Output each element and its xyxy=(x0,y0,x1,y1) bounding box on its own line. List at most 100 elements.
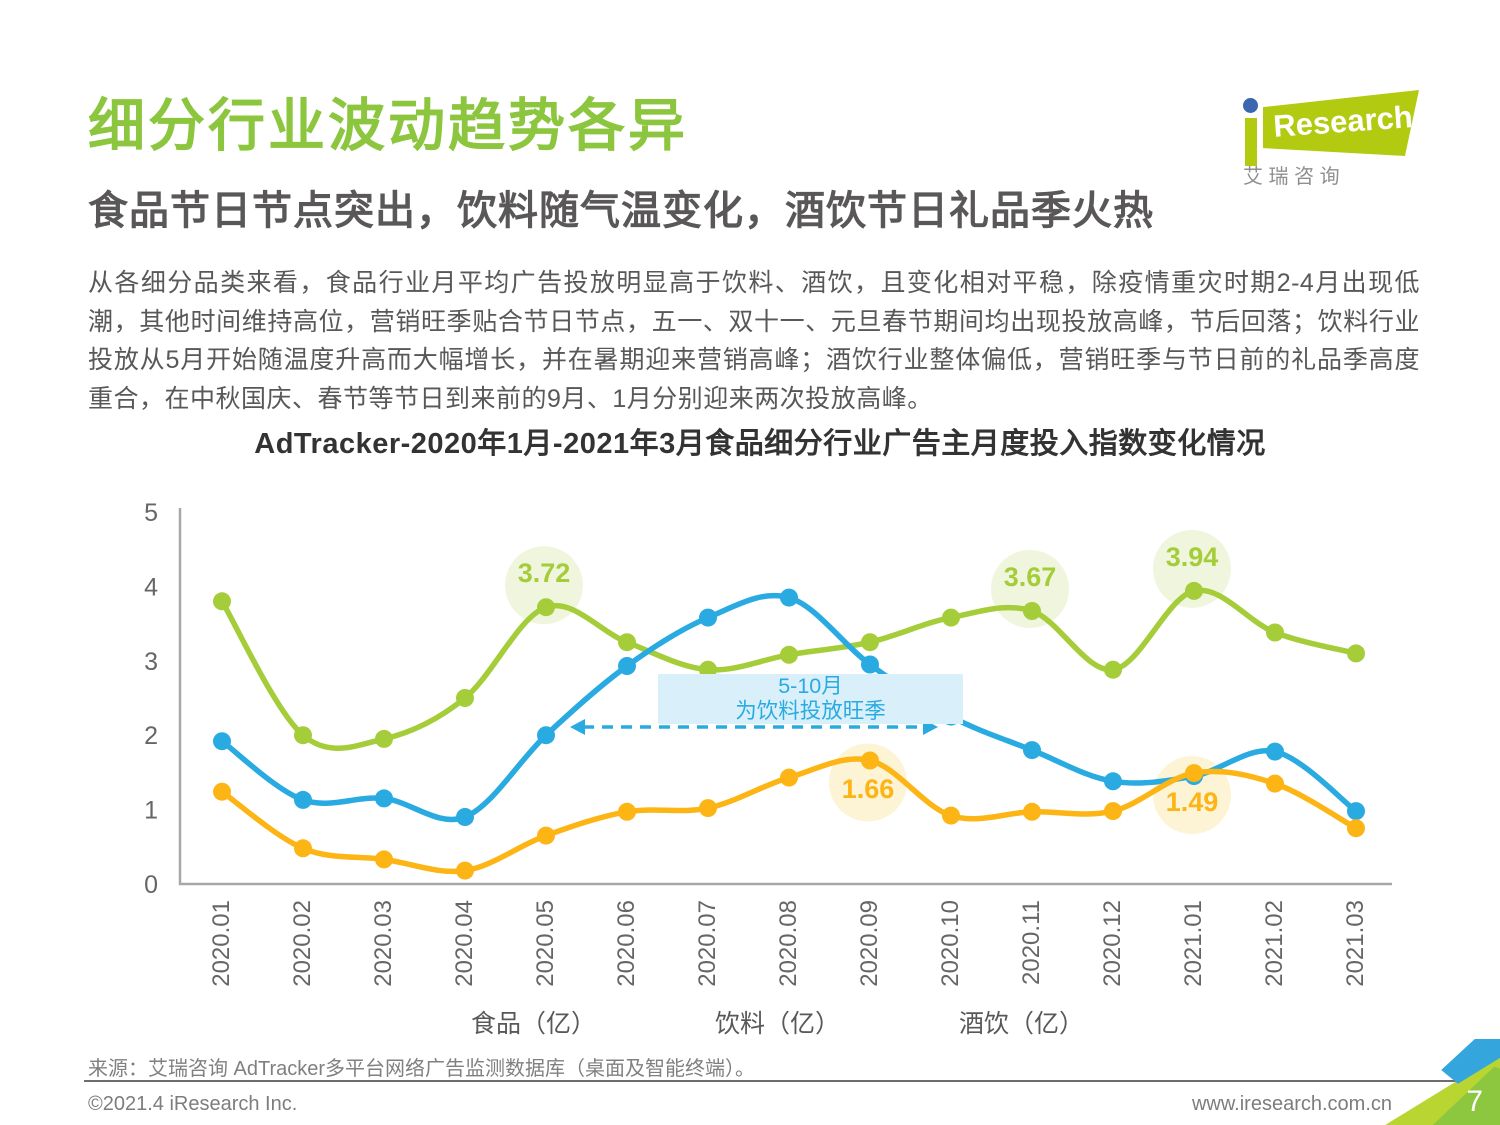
food-point-2020.05 xyxy=(537,598,555,617)
alcohol-point-2020.01 xyxy=(213,782,231,801)
intro-paragraph: 从各细分品类来看，食品行业月平均广告投放明显高于饮料、酒饮，且变化相对平稳，除疫… xyxy=(88,269,1420,413)
chart-legend: 食品（亿） 饮料（亿） 酒饮（亿） xyxy=(0,1004,1500,1040)
alcohol-point-2020.09 xyxy=(861,751,879,770)
x-tick-2020.05: 2020.05 xyxy=(532,900,559,987)
logo-i-stem-icon xyxy=(1245,118,1257,166)
food-point-2020.06 xyxy=(618,633,636,652)
food-point-2020.10 xyxy=(942,608,960,627)
drink-point-2020.01 xyxy=(213,732,231,751)
food-point-2021.03 xyxy=(1347,644,1365,663)
alcohol-point-2020.11 xyxy=(1023,802,1041,821)
food-point-2020.11 xyxy=(1023,602,1041,620)
alcohol-label-circle xyxy=(829,743,907,822)
drink-point-2020.02 xyxy=(294,790,312,809)
food-point-2021.01 xyxy=(1185,581,1203,600)
food-value-label-3.72: 3.72 xyxy=(517,558,571,589)
alcohol-point-2020.08 xyxy=(780,768,798,787)
food-point-2020.01 xyxy=(213,592,231,611)
y-tick-4: 4 xyxy=(144,573,158,601)
beverage-peak-season-note: 5-10月 为饮料投放旺季 xyxy=(658,674,963,724)
alcohol-point-2020.07 xyxy=(699,799,717,818)
x-tick-2020.04: 2020.04 xyxy=(451,900,478,987)
x-tick-2020.10: 2020.10 xyxy=(937,900,964,987)
drink-point-2021.02 xyxy=(1266,742,1284,761)
food-value-label-3.67: 3.67 xyxy=(1003,561,1057,592)
chart-title: AdTracker-2020年1月-2021年3月食品细分行业广告主月度投入指数… xyxy=(254,428,1266,460)
food-value-label-3.94: 3.94 xyxy=(1165,541,1219,572)
y-tick-5: 5 xyxy=(144,499,158,527)
food-label-circle xyxy=(1153,529,1231,608)
food-point-2020.08 xyxy=(780,645,798,664)
alcohol-value-label-1.49: 1.49 xyxy=(1165,787,1219,818)
legend-label-food: 食品（亿） xyxy=(470,1010,596,1038)
y-tick-3: 3 xyxy=(144,648,158,676)
x-tick-2021.01: 2021.01 xyxy=(1180,900,1207,987)
alcohol-value-label-1.66: 1.66 xyxy=(841,774,895,805)
food-point-2020.09 xyxy=(861,633,879,652)
alcohol-point-2021.02 xyxy=(1266,774,1284,793)
y-tick-0: 0 xyxy=(144,871,158,899)
alcohol-label-circle xyxy=(1153,756,1231,835)
x-tick-2020.12: 2020.12 xyxy=(1099,900,1126,987)
alcohol-point-2020.04 xyxy=(456,861,474,880)
x-tick-2020.11: 2020.11 xyxy=(1018,900,1045,985)
website-url: www.iresearch.com.cn xyxy=(1191,1093,1392,1115)
page-number: 7 xyxy=(1466,1085,1483,1118)
alcohol-point-2020.03 xyxy=(375,850,393,869)
x-tick-2020.01: 2020.01 xyxy=(208,900,235,987)
copyright: ©2021.4 iResearch Inc. xyxy=(88,1093,298,1115)
note-line1: 5-10月 xyxy=(778,674,843,698)
alcohol-point-2020.02 xyxy=(294,839,312,858)
logo-chinese-name: 艾 瑞 咨 询 xyxy=(1243,166,1340,188)
food-series-line xyxy=(219,587,1359,751)
drink-point-2021.03 xyxy=(1347,802,1365,821)
drink-point-2020.08 xyxy=(780,588,798,607)
y-tick-1: 1 xyxy=(144,797,158,825)
x-tick-2020.09: 2020.09 xyxy=(856,900,883,987)
axes xyxy=(178,508,1392,886)
page-title: 细分行业波动趋势各异 xyxy=(88,94,688,158)
food-point-2020.12 xyxy=(1104,660,1122,679)
x-tick-2020.03: 2020.03 xyxy=(370,900,397,987)
drink-point-2020.09 xyxy=(861,655,879,674)
drink-point-2020.04 xyxy=(456,808,474,826)
drink-point-2020.05 xyxy=(537,726,555,745)
line-chart: 0 1 2 3 4 5 xyxy=(144,499,1392,899)
legend-item-food: 食品（亿） xyxy=(416,1004,596,1040)
x-tick-2021.02: 2021.02 xyxy=(1261,900,1288,987)
food-point-2021.02 xyxy=(1266,623,1284,642)
x-tick-2020.07: 2020.07 xyxy=(694,900,721,987)
logo-brand-text: Research xyxy=(1272,99,1414,144)
alcohol-line-icon xyxy=(904,1019,950,1025)
drink-point-2020.06 xyxy=(618,657,636,675)
logo-flag-icon: Research xyxy=(1263,90,1419,156)
x-tick-2020.06: 2020.06 xyxy=(613,900,640,987)
alcohol-point-2020.10 xyxy=(942,806,960,825)
food-point-2020.03 xyxy=(375,729,393,748)
page-subtitle: 食品节日节点突出，饮料随气温变化，酒饮节日礼品季火热 xyxy=(88,189,1154,233)
drink-point-2020.11 xyxy=(1023,741,1041,760)
food-point-2020.04 xyxy=(456,689,474,707)
alcohol-point-2021.01 xyxy=(1185,764,1203,783)
alcohol-point-2021.03 xyxy=(1347,819,1365,838)
legend-label-alcohol: 酒饮（亿） xyxy=(959,1010,1085,1038)
data-source: 来源：艾瑞咨询 AdTracker多平台网络广告监测数据库（桌面及智能终端）。 xyxy=(88,1058,756,1080)
corner-decoration xyxy=(1360,1039,1500,1125)
drink-point-2020.03 xyxy=(375,789,393,808)
food-line-icon xyxy=(416,1019,462,1025)
legend-item-drink: 饮料（亿） xyxy=(660,1004,840,1040)
note-line2: 为饮料投放旺季 xyxy=(735,699,886,723)
logo-i-dot-icon xyxy=(1243,98,1258,113)
legend-item-alcohol: 酒饮（亿） xyxy=(904,1004,1084,1040)
drink-line-icon xyxy=(660,1019,706,1025)
legend-label-drink: 饮料（亿） xyxy=(714,1010,840,1038)
footer-divider xyxy=(84,1080,1476,1082)
season-arrow-left-head xyxy=(570,719,585,736)
drink-point-2020.12 xyxy=(1104,772,1122,791)
x-tick-2021.03: 2021.03 xyxy=(1342,900,1369,987)
food-point-2020.02 xyxy=(294,726,312,745)
alcohol-point-2020.06 xyxy=(618,802,636,821)
iresearch-logo: Research 艾 瑞 咨 询 xyxy=(1237,76,1437,188)
x-tick-2020.02: 2020.02 xyxy=(289,900,316,987)
